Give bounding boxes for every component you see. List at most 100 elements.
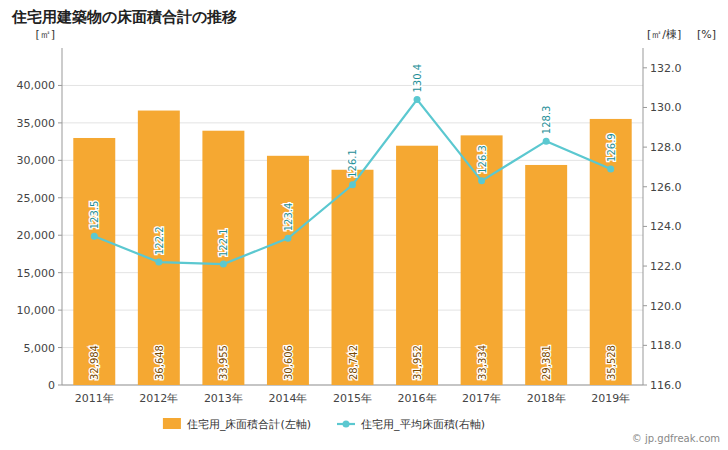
- y2-unit-label: [%]: [697, 28, 716, 41]
- y-tick-label: 5,000: [24, 342, 56, 355]
- x-tick-label: 2011年: [75, 392, 114, 405]
- y-tick: [58, 272, 62, 273]
- x-tick-label: 2017年: [462, 392, 501, 405]
- y2-tick: [643, 107, 647, 108]
- data-label: 122.2: [154, 226, 165, 255]
- y2-tick-label: 118.0: [650, 339, 682, 352]
- legend-swatch: [163, 418, 181, 429]
- marker: [155, 259, 162, 266]
- y2-tick-label: 126.0: [650, 181, 682, 194]
- bar: [332, 170, 374, 385]
- y2-tick: [643, 385, 647, 386]
- y-tick-label: 35,000: [17, 117, 56, 130]
- title: 住宅用建築物の床面積合計の推移: [11, 8, 237, 26]
- legend-item: 住宅用_平均床面積(右軸): [337, 418, 485, 431]
- y2-tick-label: 124.0: [650, 220, 682, 233]
- marker: [349, 181, 356, 188]
- y2-tick-label: 132.0: [650, 62, 682, 75]
- x-tick-label: 2018年: [527, 392, 566, 405]
- watermark: © jp.gdfreak.com: [632, 433, 720, 444]
- bar: [267, 156, 309, 385]
- marker: [91, 233, 98, 240]
- legend: 住宅用_床面積合計(左軸) 住宅用_平均床面積(右軸): [163, 418, 485, 431]
- bar: [396, 146, 438, 385]
- y-tick: [58, 160, 62, 161]
- y-tick-label: 10,000: [17, 304, 56, 317]
- legend-item: 住宅用_床面積合計(左軸): [163, 418, 311, 431]
- y-tick: [58, 122, 62, 123]
- y2-axis: 116.0118.0120.0122.0124.0126.0128.0130.0…: [643, 28, 682, 392]
- y-tick-label: 40,000: [17, 79, 56, 92]
- data-labels: 32,98436,64833,95530,60628,74231,95233,3…: [89, 64, 616, 380]
- bar: [138, 111, 180, 385]
- x-tick-label: 2019年: [591, 392, 630, 405]
- data-label: 32,984: [89, 345, 100, 380]
- marker: [414, 96, 421, 103]
- bar: [73, 138, 115, 385]
- data-label: 123.5: [89, 201, 100, 230]
- data-label: 126.3: [477, 145, 488, 174]
- y2-tick: [643, 345, 647, 346]
- x-axis: 2011年 2012年 2013年 2014年 2015年 2016年 2017年 2018年…: [62, 385, 643, 405]
- bar: [590, 119, 632, 385]
- y2-tick: [643, 186, 647, 187]
- data-label: 33,334: [477, 345, 488, 380]
- data-label: 123.4: [283, 203, 294, 232]
- page: {"chart_data": { "type": "bar", "title":…: [0, 0, 728, 450]
- y-tick: [58, 385, 62, 386]
- y-tick-label: 20,000: [17, 229, 56, 242]
- y2-axis-label: [㎡/棟]: [647, 28, 681, 41]
- data-label: 33,955: [218, 345, 229, 380]
- chart: 05,00010,00015,00020,00025,00030,00035,0…: [0, 0, 728, 450]
- x-tick-label: 2013年: [204, 392, 243, 405]
- y2-tick-label: 120.0: [650, 300, 682, 313]
- marker: [543, 138, 550, 145]
- data-label: 128.3: [541, 106, 552, 135]
- data-label: 130.4: [412, 64, 423, 93]
- x-tick-label: 2014年: [268, 392, 307, 405]
- y-axis-label: [㎡]: [35, 28, 55, 41]
- data-label: 30,606: [283, 345, 294, 380]
- legend-label: 住宅用_床面積合計(左軸): [187, 418, 311, 431]
- y-tick: [58, 85, 62, 86]
- x-tick-label: 2015年: [333, 392, 372, 405]
- bar: [525, 165, 567, 385]
- y-tick: [58, 197, 62, 198]
- data-label: 29,381: [541, 345, 552, 380]
- y2-tick: [643, 266, 647, 267]
- legend-label: 住宅用_平均床面積(右軸): [361, 418, 485, 431]
- y2-tick-label: 116.0: [650, 379, 682, 392]
- line: [94, 100, 610, 265]
- y2-tick: [643, 147, 647, 148]
- y2-tick: [643, 226, 647, 227]
- marker: [607, 165, 614, 172]
- grid-line: [62, 85, 643, 86]
- y-tick-label: 30,000: [17, 154, 56, 167]
- y2-tick-label: 130.0: [650, 101, 682, 114]
- data-label: 126.9: [606, 133, 617, 162]
- data-label: 35,528: [606, 345, 617, 380]
- y-tick: [58, 347, 62, 348]
- y2-tick-label: 122.0: [650, 260, 682, 273]
- data-label: 31,952: [412, 345, 423, 380]
- x-tick-label: 2016年: [398, 392, 437, 405]
- y2-tick: [643, 305, 647, 306]
- data-label: 36,648: [154, 345, 165, 380]
- y2-axis-line: [643, 48, 644, 385]
- plot-marks: [73, 96, 631, 385]
- y2-tick: [643, 67, 647, 68]
- data-label: 126.1: [348, 149, 359, 178]
- background: [0, 0, 728, 450]
- y-axis: 05,00010,00015,00020,00025,00030,00035,0…: [17, 28, 63, 392]
- y-axis-line: [62, 48, 63, 385]
- marker: [284, 235, 291, 242]
- grid: [62, 85, 643, 385]
- y-tick-label: 25,000: [17, 192, 56, 205]
- y-tick: [58, 235, 62, 236]
- data-label: 122.1: [218, 228, 229, 257]
- marker: [478, 177, 485, 184]
- x-tick-label: 2012年: [139, 392, 178, 405]
- marker: [220, 261, 227, 268]
- y-tick-label: 0: [48, 379, 55, 392]
- y-tick: [58, 310, 62, 311]
